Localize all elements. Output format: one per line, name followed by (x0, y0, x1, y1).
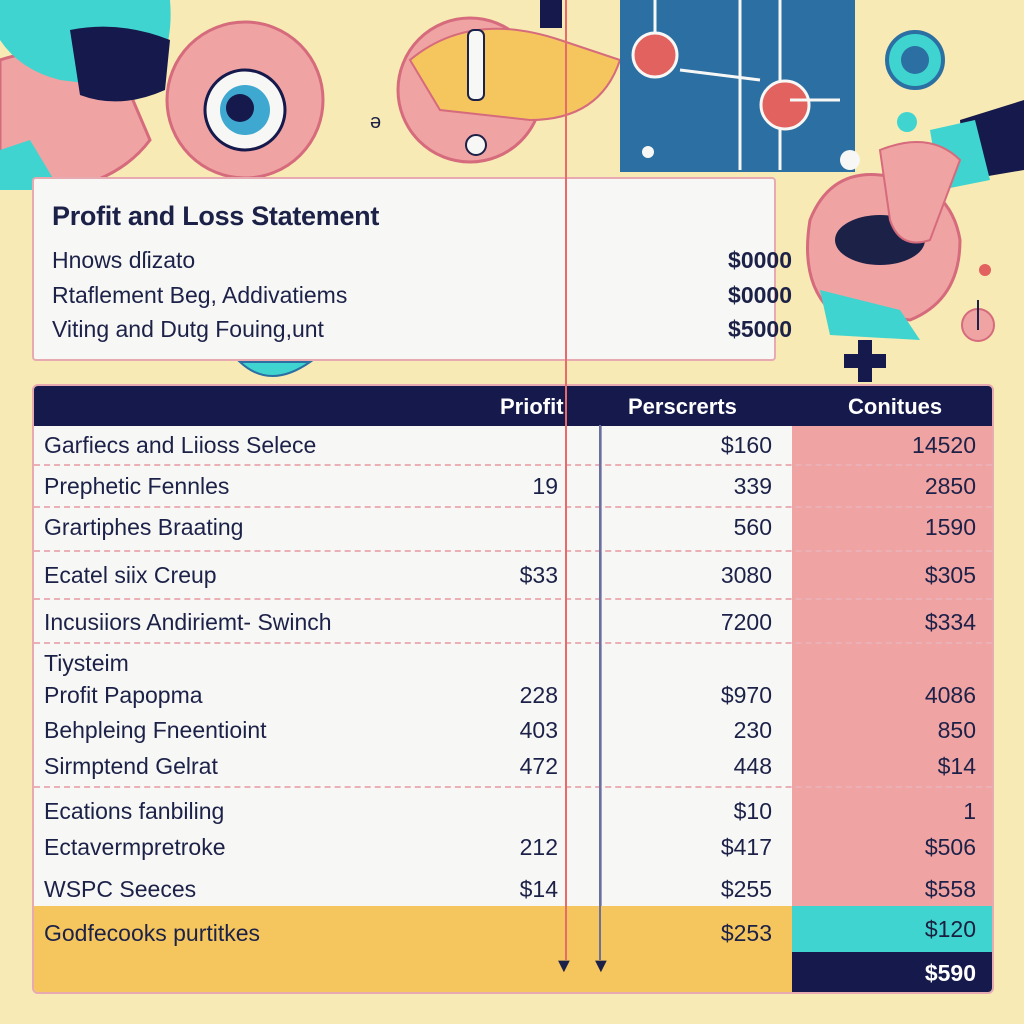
guide-line (565, 0, 567, 960)
header-profit: Priofit (500, 394, 564, 419)
cell-profit: 472 (519, 753, 558, 779)
cell-conitues: 850 (937, 717, 976, 743)
row-label: Ectavermpretroke (44, 834, 226, 860)
table-row: Behpleing Fneentioint 403 230 850 (34, 711, 992, 749)
row-divider (34, 786, 992, 788)
cell-perscrerts: 3080 (720, 562, 772, 588)
cell-conitues: 2850 (924, 473, 976, 499)
row-label: WSPC Seeces (44, 876, 197, 902)
row-divider (34, 642, 992, 644)
cell-perscrerts: 560 (733, 514, 772, 540)
cell-perscrerts: 230 (733, 717, 772, 743)
table-row: Grartiphes Braating 560 1590 (34, 508, 992, 546)
footer-conitues-value: $120 (924, 916, 976, 942)
cell-perscrerts: 7200 (720, 609, 772, 635)
cell-conitues: 1590 (924, 514, 976, 540)
footer-label: Godfecooks purtitkes (44, 920, 261, 946)
header-perscrerts: Perscrerts (628, 394, 737, 419)
cell-profit: 19 (532, 473, 558, 499)
cell-profit: $14 (519, 876, 558, 902)
footer-value: $253 (720, 920, 772, 946)
summary-row-label: Hnows dſizato (52, 246, 196, 273)
row-label: Ecatel siix Creup (44, 562, 217, 588)
row-divider (34, 464, 992, 466)
cell-perscrerts: $417 (720, 834, 772, 860)
row-label: Tiysteim (44, 650, 129, 676)
summary-card: Profit and Loss Statement Hnows dſizato … (32, 177, 792, 361)
row-divider (34, 550, 992, 552)
table-row: Ecatel siix Creup $33 3080 $305 (34, 556, 992, 594)
summary-row-label: Viting and Dutg Fouing,unt (52, 315, 324, 342)
summary-row: Rtaflement Beg, Addivatiems $0000 (52, 278, 792, 312)
cell-profit: 228 (519, 682, 558, 708)
cell-perscrerts: 339 (733, 473, 772, 499)
table-header: Priofit Perscrerts Conitues (34, 386, 992, 426)
cell-perscrerts: 448 (733, 753, 772, 779)
table-row: Sirmptend Gelrat 472 448 $14 (34, 747, 992, 785)
cell-conitues: $334 (924, 609, 976, 635)
cell-profit: $33 (519, 562, 558, 588)
row-divider (34, 598, 992, 600)
cell-conitues: 4086 (924, 682, 976, 708)
cell-profit: 212 (519, 834, 558, 860)
cell-conitues: $305 (924, 562, 976, 588)
column-divider (600, 426, 602, 906)
summary-row-amount: $0000 (728, 281, 792, 308)
table-row: Ecations fanbiling $10 1 (34, 792, 992, 830)
row-label: Prephetic Fennles (44, 473, 230, 499)
table-row: Garfiecs and Liioss Selece $160 14520 (34, 426, 992, 464)
footer-conitues-cell: $120 (792, 906, 992, 952)
cell-perscrerts: $255 (720, 876, 772, 902)
table-row: Incusiiors Andiriemt- Swinch 7200 $334 (34, 603, 992, 641)
arrow-down-icon: ▼ (554, 955, 574, 977)
statement-title: Profit and Loss Statement (52, 201, 380, 231)
svg-text:ə: ə (370, 111, 381, 133)
row-divider (34, 506, 992, 508)
row-label: Sirmptend Gelrat (44, 753, 218, 779)
cell-perscrerts: $160 (720, 432, 772, 458)
table-row: Prephetic Fennles 19 339 2850 (34, 467, 992, 505)
summary-row-amount: $5000 (728, 315, 792, 342)
cell-conitues: $506 (924, 834, 976, 860)
summary-row-amount: $0000 (728, 246, 792, 273)
pnl-table: Priofit Perscrerts Conitues Garfiecs and… (32, 384, 994, 994)
row-label: Ecations fanbiling (44, 798, 225, 824)
cell-conitues: $14 (937, 753, 976, 779)
row-label: Incusiiors Andiriemt- Swinch (44, 609, 332, 635)
cell-conitues: 14520 (912, 432, 976, 458)
footer-total-value: $590 (924, 960, 976, 986)
table-row: Tiysteim (34, 644, 992, 682)
guide-line (599, 425, 601, 960)
header-conitues: Conitues (848, 394, 943, 419)
row-label: Profit Papopma (44, 682, 203, 708)
row-label: Grartiphes Braating (44, 514, 244, 540)
cell-perscrerts: $970 (720, 682, 772, 708)
cell-perscrerts: $10 (733, 798, 772, 824)
table-row: Profit Papopma 228 $970 4086 (34, 676, 992, 714)
table-row: Ectavermpretroke 212 $417 $506 (34, 828, 992, 866)
cell-conitues: 1 (963, 798, 976, 824)
row-label: Behpleing Fneentioint (44, 717, 267, 743)
cell-profit: 403 (519, 717, 558, 743)
summary-row-label: Rtaflement Beg, Addivatiems (52, 281, 348, 308)
table-footer: Godfecooks purtitkes $253 (34, 906, 792, 992)
arrow-down-icon: ▼ (591, 955, 611, 977)
summary-row: Hnows dſizato $0000 (52, 243, 792, 277)
cell-conitues: $558 (924, 876, 976, 902)
table-row: WSPC Seeces $14 $255 $558 (34, 870, 992, 908)
summary-row: Viting and Dutg Fouing,unt $5000 (52, 312, 792, 346)
row-label: Garfiecs and Liioss Selece (44, 432, 317, 458)
footer-total-cell: $590 (792, 952, 992, 992)
